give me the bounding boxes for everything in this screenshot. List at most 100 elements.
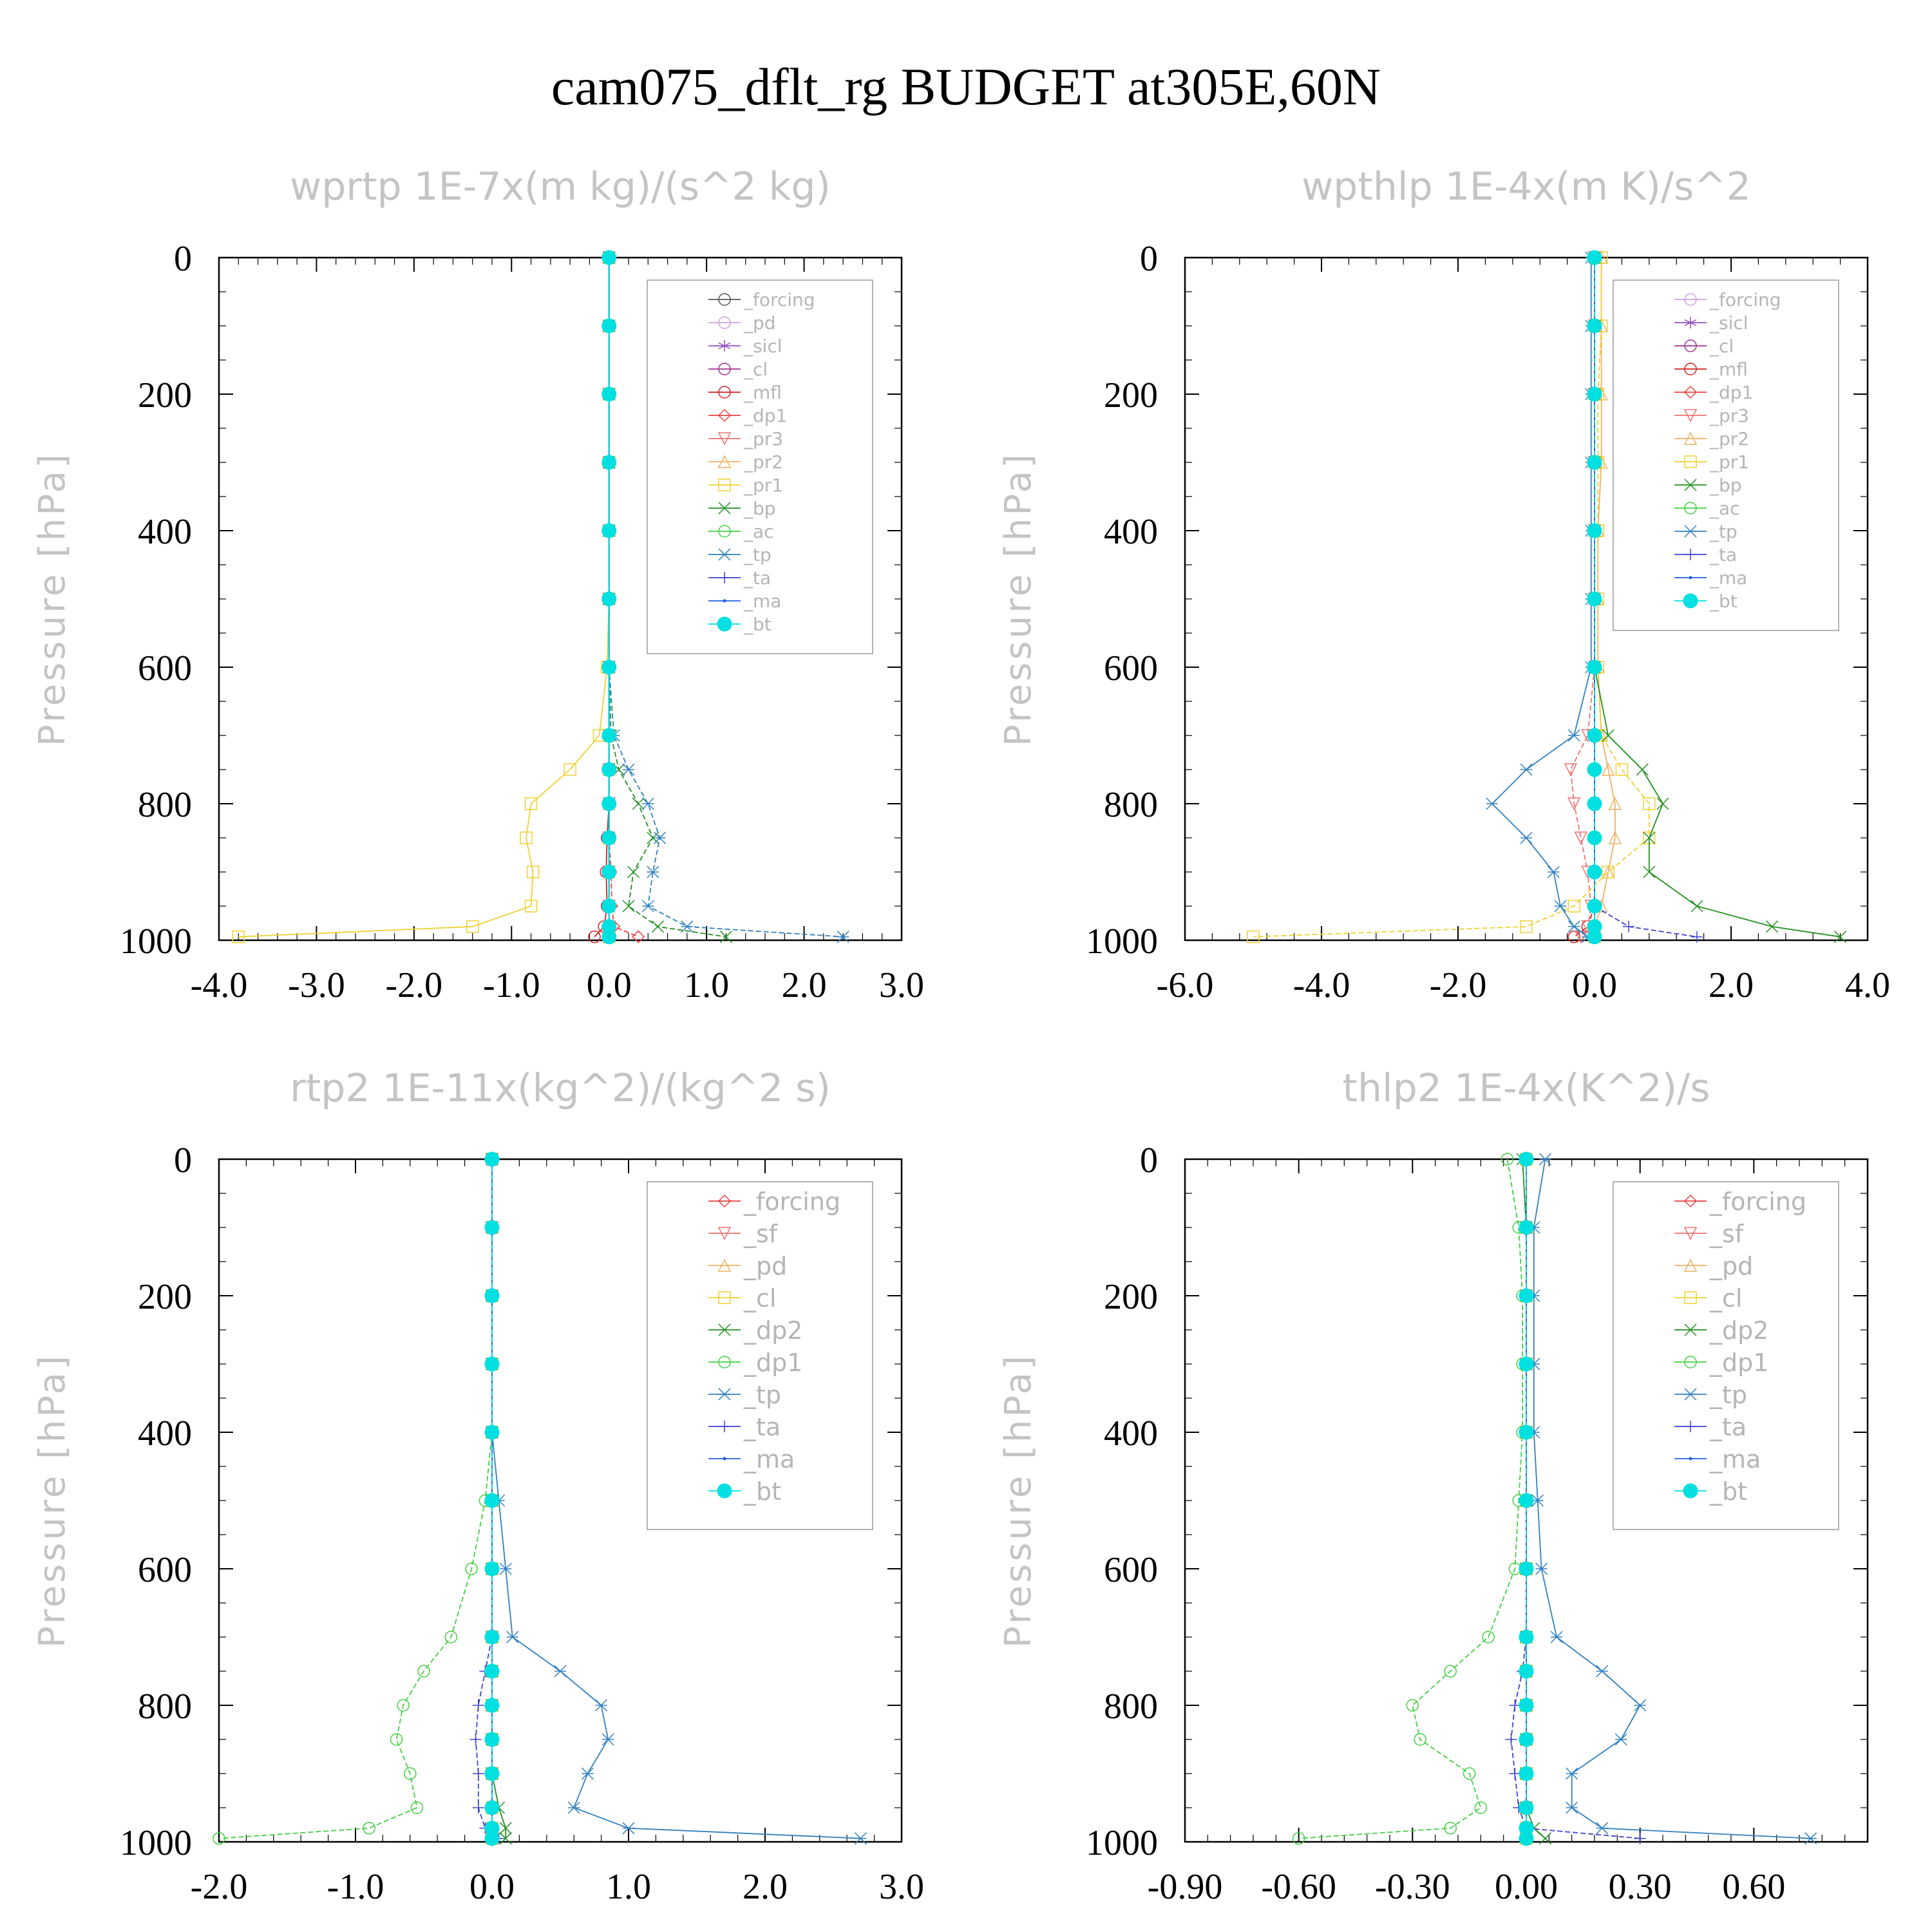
y-tick-label: 800 — [138, 785, 192, 825]
legend-item: _bp — [1674, 475, 1742, 496]
panel-title: wprtp 1E-7x(m kg)/(s^2 kg) — [290, 164, 831, 209]
data-point — [390, 1733, 403, 1746]
legend-marker — [1684, 339, 1697, 352]
data-point — [622, 1822, 635, 1835]
data-point — [1406, 1699, 1419, 1712]
y-tick-label: 400 — [1104, 1414, 1158, 1454]
y-axis-label: Pressure [hPa] — [32, 1353, 73, 1648]
legend-marker — [717, 616, 732, 632]
legend: _forcing _sf _pd _cl _dp2 _dp1 _tp _ta _ma _bt — [1613, 1181, 1839, 1530]
series-bt — [601, 250, 617, 945]
data-point — [1247, 930, 1260, 943]
y-tick-label: 200 — [1104, 1277, 1158, 1317]
legend-marker — [1685, 549, 1696, 560]
legend-label: _dp1 — [743, 1349, 802, 1377]
legend-label: _tp — [743, 544, 772, 565]
data-point — [567, 1801, 580, 1814]
data-point — [1601, 762, 1615, 776]
data-point — [651, 920, 664, 933]
data-point — [484, 1698, 500, 1713]
legend: _forcing_pd_sicl_cl_mfl_dp1_pr3_pr2_pr1_… — [647, 279, 873, 654]
y-tick-label: 0 — [174, 1141, 192, 1180]
data-point — [465, 1562, 478, 1575]
legend-item: _bt — [708, 1477, 781, 1506]
legend-marker — [717, 1194, 732, 1208]
x-tick-label: -4.0 — [191, 965, 248, 1005]
data-point — [647, 831, 659, 844]
data-point — [1519, 1425, 1534, 1440]
legend-item: _tp — [708, 1381, 781, 1409]
data-point — [1608, 831, 1622, 844]
data-point — [601, 864, 617, 880]
series-tp — [1486, 251, 1598, 943]
legend-label: _ta — [743, 1413, 781, 1441]
data-point — [410, 1801, 424, 1814]
data-point — [1608, 797, 1622, 810]
data-point — [1596, 1665, 1609, 1678]
data-point — [1643, 866, 1656, 878]
data-point — [647, 866, 659, 878]
data-point — [472, 1768, 484, 1779]
legend-label: _pr1 — [743, 475, 783, 496]
data-point — [1519, 1493, 1534, 1508]
legend-item: _sicl — [708, 336, 782, 357]
legend-label: _tp — [1709, 1381, 1747, 1409]
data-point — [1567, 797, 1581, 811]
data-point — [601, 1733, 614, 1746]
legend-item: _bt — [1674, 591, 1738, 612]
legend-label: _ma — [1709, 1445, 1761, 1473]
legend-marker — [1684, 1291, 1697, 1304]
data-point — [484, 1151, 500, 1167]
data-point — [484, 1629, 500, 1645]
data-point — [1587, 659, 1602, 675]
legend-item: _pd — [1674, 1252, 1753, 1280]
data-point — [1519, 1288, 1534, 1303]
legend-marker — [718, 386, 731, 399]
data-point — [484, 1561, 500, 1577]
legend-marker — [1683, 1483, 1698, 1499]
legend-label: _sicl — [1709, 312, 1748, 334]
legend-label: _pd — [1709, 1252, 1753, 1280]
page-title: cam075_dflt_rg BUDGET at305E,60N — [551, 57, 1381, 116]
legend-marker — [1683, 593, 1698, 609]
legend-label: _sf — [1709, 1220, 1745, 1248]
data-point — [1554, 900, 1567, 913]
y-tick-label: 0 — [1140, 239, 1158, 279]
legend-item: _sf — [1674, 1220, 1745, 1248]
x-tick-label: 0.30 — [1609, 1867, 1672, 1907]
data-point — [484, 1766, 500, 1781]
legend-marker — [1684, 363, 1697, 375]
data-point — [588, 930, 601, 943]
y-tick-label: 1000 — [1086, 922, 1158, 961]
x-tick-label: 1.0 — [684, 965, 729, 1005]
legend-label: _ma — [743, 1445, 795, 1473]
y-tick-label: 200 — [138, 375, 192, 415]
legend-marker — [1684, 455, 1697, 468]
data-point — [1509, 1768, 1521, 1779]
data-point — [1567, 920, 1580, 933]
series-dp1 — [1292, 1153, 1529, 1845]
legend-item: _dp1 — [1674, 1349, 1768, 1377]
y-tick-label: 200 — [138, 1277, 192, 1317]
data-point — [601, 762, 617, 777]
legend-label: _dp1 — [743, 405, 787, 426]
legend-label: _ta — [743, 567, 771, 589]
legend-label: _bp — [743, 498, 776, 519]
legend-label: _dp1 — [1709, 382, 1753, 403]
legend-marker — [1689, 576, 1692, 580]
data-point — [1834, 931, 1847, 943]
legend-item: _dp1 — [1674, 382, 1753, 403]
data-point — [581, 1767, 594, 1780]
legend-label: _mfl — [1709, 359, 1748, 380]
legend-item: _bp — [708, 498, 776, 519]
legend-label: _bt — [743, 614, 772, 635]
y-tick-label: 600 — [138, 649, 192, 688]
legend-box — [647, 1181, 873, 1530]
legend-marker — [1689, 1457, 1692, 1461]
y-tick-label: 1000 — [120, 1823, 192, 1863]
series-pr1 — [232, 251, 616, 943]
chart-panel-2: wpthlp 1E-4x(m K)/s^2 Pressure [hPa] -6.0 -… — [998, 164, 1890, 1005]
legend-item: _sf — [708, 1220, 779, 1248]
y-tick-label: 800 — [1104, 785, 1158, 825]
data-point — [1804, 1832, 1817, 1845]
